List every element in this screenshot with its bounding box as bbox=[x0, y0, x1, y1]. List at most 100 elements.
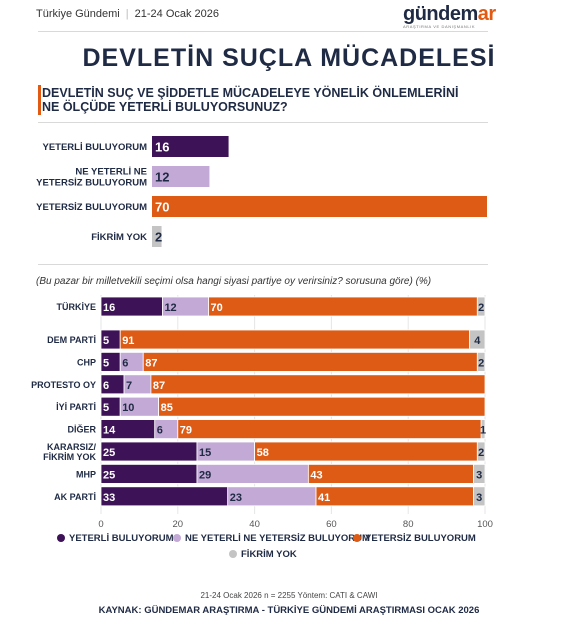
segment-value-label: 87 bbox=[153, 380, 165, 392]
bar-segment-kararsiz-fi-kri-m-yok-3 bbox=[476, 441, 486, 462]
segment-value-label: 4 bbox=[474, 335, 481, 347]
row-label-i-yi-parti: İYİ PARTİ bbox=[56, 402, 96, 412]
segment-value-label: 6 bbox=[103, 380, 109, 392]
bar-yetersi-z-buluyorum bbox=[152, 196, 487, 217]
segment-value-label: 3 bbox=[476, 492, 482, 504]
legend-label: NE YETERLİ NE YETERSİZ BULUYORUM bbox=[185, 533, 370, 544]
legend-dot-fikrim-yok bbox=[229, 550, 237, 558]
bar-segment-mhp-3 bbox=[473, 463, 486, 484]
segment-value-label: 10 bbox=[122, 402, 134, 414]
segment-value-label: 87 bbox=[145, 357, 157, 369]
row-label-mhp: MHP bbox=[76, 469, 96, 479]
data-label-ne-yeterli-ne-yetersi-z-buluyorum: 12 bbox=[155, 170, 169, 185]
segment-value-label: 70 bbox=[211, 302, 223, 314]
bar-segment-kararsiz-fi-kri-m-yok-2 bbox=[254, 441, 478, 462]
row-label-dem-parti: DEM PARTİ bbox=[47, 335, 96, 345]
x-tick-label: 40 bbox=[249, 519, 260, 530]
header-info: Türkiye Gündemi | 21-24 Ocak 2026 bbox=[36, 8, 219, 20]
header-date: 21-24 Ocak 2026 bbox=[134, 8, 220, 20]
category-label-yetersi-z-buluyorum: YETERSİZ BULUYORUM bbox=[36, 202, 147, 213]
row-label-t-rki-ye: TÜRKİYE bbox=[56, 302, 96, 312]
segment-value-label: 1 bbox=[480, 425, 486, 437]
segment-value-label: 16 bbox=[103, 302, 115, 314]
logo-tagline: ARAŞTIRMA VE DANIŞMANLIK bbox=[403, 24, 476, 29]
bar-segment-t-rki-ye-3 bbox=[476, 296, 486, 317]
bar-segment-dem-parti-2 bbox=[119, 329, 471, 350]
segment-value-label: 43 bbox=[310, 469, 322, 481]
question-divider bbox=[38, 122, 488, 123]
legend-label: YETERSİZ BULUYORUM bbox=[365, 533, 476, 544]
logo-main-text: gündem bbox=[403, 3, 478, 25]
segment-value-label: 25 bbox=[103, 469, 115, 481]
bar-fi-kri-m-yok bbox=[152, 226, 162, 247]
gundemar-logo: gündemar ARAŞTIRMA VE DANIŞMANLIK bbox=[403, 4, 496, 29]
header-separator: | bbox=[125, 8, 129, 20]
row-label-kararsiz-fi-kri-m-yok: FİKRİM YOK bbox=[43, 452, 96, 462]
top-divider bbox=[38, 31, 488, 32]
bar-segment-kararsiz-fi-kri-m-yok-0 bbox=[100, 441, 198, 462]
footer-source: KAYNAK: GÜNDEMAR ARAŞTIRMA - TÜRKİYE GÜN… bbox=[98, 605, 480, 616]
x-tick-label: 20 bbox=[173, 519, 184, 530]
segment-value-label: 14 bbox=[103, 425, 116, 437]
footer-method: 21-24 Ocak 2026 n = 2255 Yöntem: CATI & … bbox=[200, 591, 378, 600]
bar-segment-i-yi-parti-2 bbox=[158, 396, 486, 417]
segment-value-label: 23 bbox=[230, 492, 242, 504]
mid-divider bbox=[38, 264, 488, 265]
segment-value-label: 58 bbox=[257, 447, 269, 459]
question-accent-bar bbox=[38, 85, 41, 115]
data-label-fi-kri-m-yok: 2 bbox=[155, 230, 162, 245]
source-name: Türkiye Gündemi bbox=[36, 8, 120, 20]
survey-question: DEVLETİN SUÇ VE ŞİDDETLE MÜCADELEYE YÖNE… bbox=[42, 86, 459, 114]
legend-item-ne-ne: NE YETERLİ NE YETERSİZ BULUYORUM bbox=[173, 533, 370, 544]
category-label-yeterli-buluyorum: YETERLİ BULUYORUM bbox=[43, 142, 148, 153]
bar-segment-t-rki-ye-2 bbox=[208, 296, 478, 317]
segment-value-label: 12 bbox=[164, 302, 176, 314]
bar-segment-ak-parti-0 bbox=[100, 486, 229, 507]
segment-value-label: 7 bbox=[126, 380, 132, 392]
legend-dot-yetersiz bbox=[353, 534, 361, 542]
segment-value-label: 5 bbox=[103, 402, 109, 414]
data-label-yetersi-z-buluyorum: 70 bbox=[155, 200, 169, 215]
segment-value-label: 5 bbox=[103, 357, 109, 369]
segment-value-label: 15 bbox=[199, 447, 211, 459]
logo-accent-text: ar bbox=[477, 3, 496, 25]
page-title: DEVLETİN SUÇLA MÜCADELESİ bbox=[82, 44, 496, 72]
legend-item-fikrim-yok: FİKRİM YOK bbox=[229, 549, 297, 560]
bar-segment-dem-parti-3 bbox=[469, 329, 486, 350]
bar-yeterli-buluyorum bbox=[152, 136, 229, 157]
segment-value-label: 6 bbox=[157, 425, 163, 437]
segment-value-label: 5 bbox=[103, 335, 109, 347]
row-label-di-er: DİĞER bbox=[67, 424, 96, 435]
row-label-chp: CHP bbox=[77, 357, 96, 367]
bar-segment-protesto-oy-2 bbox=[150, 374, 486, 395]
category-label-fi-kri-m-yok: FİKRİM YOK bbox=[91, 232, 147, 243]
bar-segment-di-er-2 bbox=[177, 419, 482, 439]
segment-value-label: 2 bbox=[478, 357, 484, 369]
x-tick-label: 60 bbox=[326, 519, 337, 530]
segment-value-label: 6 bbox=[122, 357, 128, 369]
legend-dot-ne-ne bbox=[173, 534, 181, 542]
chart-note: (Bu pazar bir milletvekili seçimi olsa h… bbox=[36, 276, 432, 287]
legend-item-yeterli: YETERLİ BULUYORUM bbox=[57, 533, 174, 544]
segment-value-label: 25 bbox=[103, 447, 115, 459]
segment-value-label: 79 bbox=[180, 425, 192, 437]
bar-segment-di-er-3 bbox=[480, 419, 486, 439]
segment-value-label: 29 bbox=[199, 469, 211, 481]
category-label-ne-yeterli-ne-yetersi-z-buluyorum: NE YETERLİ NE bbox=[75, 167, 147, 178]
data-label-yeterli-buluyorum: 16 bbox=[155, 140, 169, 155]
bar-segment-mhp-2 bbox=[307, 463, 474, 484]
bar-segment-chp-2 bbox=[142, 352, 478, 372]
segment-value-label: 85 bbox=[161, 402, 173, 414]
bar-segment-mhp-0 bbox=[100, 463, 198, 484]
bar-segment-ak-parti-2 bbox=[315, 486, 474, 507]
legend-item-yetersiz: YETERSİZ BULUYORUM bbox=[353, 533, 476, 544]
legend-dot-yeterli bbox=[57, 534, 65, 542]
category-label-ne-yeterli-ne-yetersi-z-buluyorum: YETERSİZ BULUYORUM bbox=[36, 178, 147, 189]
top-bar: Türkiye Gündemi | 21-24 Ocak 2026 gündemar… bbox=[0, 0, 578, 30]
legend-label: YETERLİ BULUYORUM bbox=[69, 533, 174, 544]
segment-value-label: 2 bbox=[478, 447, 484, 459]
bar-segment-mhp-1 bbox=[196, 463, 309, 484]
row-label-protesto-oy: PROTESTO OY bbox=[31, 380, 96, 390]
